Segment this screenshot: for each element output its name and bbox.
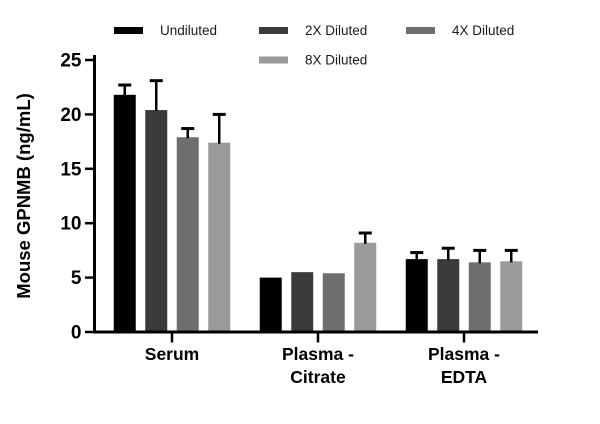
x-category-label: Serum <box>145 344 199 364</box>
legend-item-label: 8X Diluted <box>305 53 367 68</box>
y-axis-tick-label: 25 <box>60 51 82 72</box>
x-category-label: Plasma - <box>282 344 354 364</box>
legend-item-undiluted: Undiluted <box>114 23 217 38</box>
bar <box>259 277 282 332</box>
legend-item-label: Undiluted <box>160 23 217 38</box>
y-axis-tick-label: 0 <box>71 323 82 344</box>
y-axis-title: Mouse GPNMB (ng/mL) <box>13 93 34 299</box>
bar <box>113 94 136 332</box>
legend-swatch <box>259 56 288 64</box>
x-category-label: Citrate <box>290 367 346 387</box>
bar <box>322 273 345 332</box>
y-axis-tick-label: 5 <box>71 268 82 289</box>
plot-area: 0 5 10 15 20 25 Serum Plasma - Citrate Plasma - ED… <box>60 51 538 387</box>
legend-item-2x-diluted: 2X Diluted <box>259 23 367 38</box>
legend-item-label: 2X Diluted <box>305 23 367 38</box>
chart-legend: Undiluted 2X Diluted 4X Diluted 8X Diluted <box>114 23 514 68</box>
legend-swatch <box>406 27 435 34</box>
bar <box>405 259 428 332</box>
bar <box>468 262 491 332</box>
legend-swatch <box>114 27 143 34</box>
bar <box>145 110 168 332</box>
y-axis-tick-label: 20 <box>60 105 81 126</box>
legend-item-4x-diluted: 4X Diluted <box>406 23 514 38</box>
legend-item-8x-diluted: 8X Diluted <box>259 53 367 68</box>
y-axis-tick-label: 15 <box>60 159 82 180</box>
x-category-label: Plasma - <box>428 344 500 364</box>
legend-item-label: 4X Diluted <box>452 23 514 38</box>
bar <box>176 137 199 332</box>
bar <box>291 272 314 332</box>
bar <box>208 142 231 332</box>
x-category-label: EDTA <box>441 367 488 387</box>
legend-swatch <box>259 27 288 34</box>
y-axis-tick-label: 10 <box>60 214 81 235</box>
bar <box>500 261 523 332</box>
bar <box>354 242 377 332</box>
bar <box>437 259 460 332</box>
